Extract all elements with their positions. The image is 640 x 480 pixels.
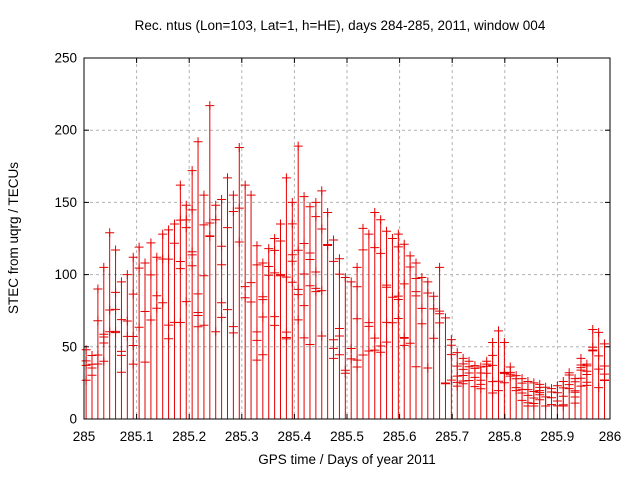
tick-labels-layer: 285 285.1 285.2 285.3 285.4 285.5 285.6 285.7 28… — [54, 51, 621, 445]
x-tick-label: 285.9 — [541, 429, 575, 444]
x-tick-label: 285.7 — [435, 429, 469, 444]
x-tick-label: 285.1 — [120, 429, 154, 444]
x-tick-label: 285.4 — [278, 429, 312, 444]
stec-impulses-series — [81, 101, 610, 419]
plot-frame — [83, 57, 611, 420]
x-tick-label: 286 — [599, 429, 622, 444]
grid-layer — [84, 58, 610, 419]
plus-markers — [81, 101, 610, 411]
y-axis-label: STEC from uqrg / TECUs — [6, 162, 21, 314]
x-tick-label: 285.5 — [330, 429, 364, 444]
y-tick-label: 0 — [69, 412, 77, 427]
x-tick-label: 285.2 — [172, 429, 206, 444]
x-tick-label: 285 — [73, 429, 96, 444]
x-tick-label: 285.3 — [225, 429, 259, 444]
y-tick-label: 50 — [62, 339, 77, 354]
y-tick-label: 200 — [54, 123, 77, 138]
chart-title: Rec. ntus (Lon=103, Lat=1, h=HE), days 2… — [135, 18, 546, 33]
y-tick-label: 250 — [54, 51, 77, 66]
y-tick-label: 100 — [54, 267, 77, 282]
x-axis-label: GPS time / Days of year 2011 — [258, 452, 436, 467]
y-tick-label: 150 — [54, 195, 77, 210]
x-tick-label: 285.8 — [488, 429, 522, 444]
x-tick-label: 285.6 — [383, 429, 417, 444]
